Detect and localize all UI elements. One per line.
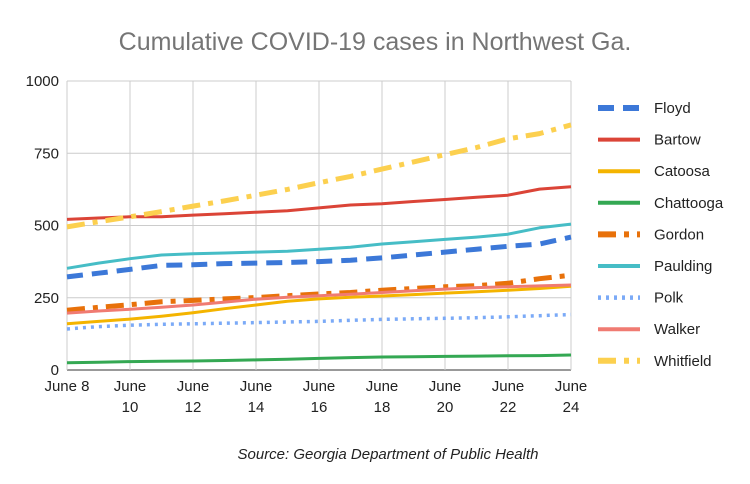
x-tick-label-24: June (555, 378, 588, 395)
chart-title: Cumulative COVID-19 cases in Northwest G… (119, 28, 632, 56)
x-tick-label-12: June (177, 378, 210, 395)
x-tick-label-16-line2: 16 (311, 399, 328, 416)
legend-label-chattooga: Chattooga (654, 195, 724, 212)
x-tick-label-12-line2: 12 (185, 399, 202, 416)
x-tick-label-24-line2: 24 (563, 399, 580, 416)
y-tick-label-250: 250 (34, 290, 59, 307)
x-tick-label-18-line2: 18 (374, 399, 391, 416)
y-tick-label-500: 500 (34, 218, 59, 235)
legend-label-floyd: Floyd (654, 100, 691, 117)
x-tick-label-18: June (366, 378, 399, 395)
x-tick-label-14: June (240, 378, 273, 395)
y-tick-label-750: 750 (34, 145, 59, 162)
series-line-whitfield (66, 122, 572, 230)
grid (66, 80, 572, 371)
x-tick-label-22-line2: 22 (500, 399, 517, 416)
series-lines (66, 122, 572, 365)
x-tick-label-8: June 8 (44, 378, 89, 395)
legend-label-catoosa: Catoosa (654, 163, 711, 180)
series-line-bartow (66, 185, 572, 221)
x-tick-label-20-line2: 20 (437, 399, 454, 416)
source-note: Source: Georgia Department of Public Hea… (238, 446, 539, 463)
series-line-gordon (66, 272, 572, 313)
legend-label-paulding: Paulding (654, 258, 712, 275)
legend-label-walker: Walker (654, 321, 700, 338)
series-line-catoosa (66, 284, 572, 326)
x-tick-label-22: June (492, 378, 525, 395)
x-tick-label-10: June (114, 378, 147, 395)
legend: Floyd Bartow Catoosa Chattooga Gordon Pauldin… (598, 100, 724, 370)
x-tick-label-16: June (303, 378, 336, 395)
x-tick-label-10-line2: 10 (122, 399, 139, 416)
x-tick-label-20: June (429, 378, 462, 395)
legend-label-gordon: Gordon (654, 226, 704, 243)
y-tick-label-0: 0 (51, 362, 59, 379)
series-line-paulding (66, 222, 572, 270)
legend-label-polk: Polk (654, 290, 684, 307)
legend-label-whitfield: Whitfield (654, 353, 712, 370)
legend-label-bartow: Bartow (654, 132, 701, 149)
x-tick-label-14-line2: 14 (248, 399, 265, 416)
y-tick-label-1000: 1000 (26, 73, 59, 90)
series-line-floyd (66, 234, 572, 280)
axes: 0 250 500 750 1000 June 8 June 10 June 12 June 14 Ju… (26, 73, 588, 416)
series-line-chattooga (66, 353, 572, 365)
series-line-walker (66, 283, 572, 315)
